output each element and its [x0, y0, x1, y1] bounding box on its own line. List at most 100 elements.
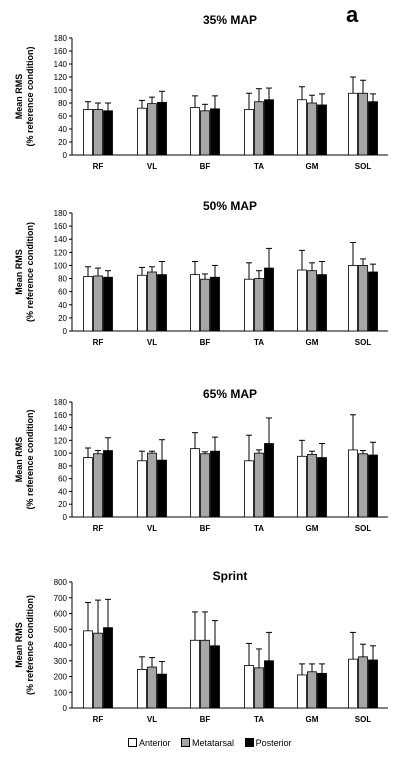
bar [368, 454, 378, 518]
y-tick-label: 0 [63, 151, 68, 160]
bar [254, 667, 264, 709]
bar [190, 639, 200, 709]
y-tick-label: 0 [63, 327, 68, 336]
x-tick-label: TA [254, 162, 264, 171]
x-tick-label: GM [306, 162, 319, 171]
y-axis-label: (% reference condition) [25, 595, 35, 695]
x-tick-label: RF [93, 162, 104, 171]
bar [157, 673, 167, 709]
bar [190, 274, 200, 332]
bar [358, 265, 368, 332]
bar [368, 659, 378, 709]
bar [200, 453, 210, 518]
y-tick-label: 100 [54, 86, 68, 95]
bar [83, 109, 93, 156]
x-tick-label: SOL [355, 338, 372, 347]
bar [254, 452, 264, 518]
bar [137, 460, 147, 518]
y-tick-label: 120 [54, 73, 68, 82]
y-tick-label: 60 [58, 288, 67, 297]
legend-item-anterior: Anterior [128, 738, 171, 748]
y-tick-label: 400 [54, 641, 68, 650]
bar [137, 669, 147, 709]
y-tick-label: 20 [58, 314, 67, 323]
bar [317, 457, 327, 518]
bar [244, 460, 254, 518]
bar [147, 452, 157, 518]
bar [157, 459, 167, 518]
y-tick-label: 0 [63, 513, 68, 522]
bar [264, 99, 274, 156]
y-tick-label: 300 [54, 657, 68, 666]
y-tick-label: 160 [54, 411, 68, 420]
x-tick-label: BF [200, 524, 211, 533]
legend-label-anterior: Anterior [139, 738, 171, 748]
legend: Anterior Metatarsal Posterior [128, 738, 300, 748]
bar [210, 108, 220, 156]
x-tick-label: SOL [355, 162, 372, 171]
bar [307, 453, 317, 518]
bar [348, 92, 358, 156]
legend-label-posterior: Posterior [255, 738, 292, 748]
bar [147, 666, 157, 709]
x-tick-label: SOL [355, 715, 372, 724]
x-tick-label: SOL [355, 524, 372, 533]
chart-title: 50% MAP [203, 199, 257, 213]
bar [244, 278, 254, 332]
x-tick-label: RF [93, 715, 104, 724]
x-tick-label: RF [93, 338, 104, 347]
y-axis-label: (% reference condition) [25, 46, 35, 146]
bar [307, 270, 317, 332]
y-tick-label: 120 [54, 436, 68, 445]
bar [190, 107, 200, 156]
bar [317, 274, 327, 332]
bar [244, 665, 254, 709]
bar [307, 671, 317, 709]
y-tick-label: 20 [58, 138, 67, 147]
bar [348, 265, 358, 332]
y-axis-label: Mean RMS [14, 437, 24, 483]
y-tick-label: 140 [54, 424, 68, 433]
y-axis-label: Mean RMS [14, 622, 24, 668]
x-tick-label: VL [147, 524, 157, 533]
x-tick-label: GM [306, 524, 319, 533]
legend-item-metatarsal: Metatarsal [181, 738, 234, 748]
bar [297, 455, 307, 518]
bar [137, 107, 147, 156]
y-tick-label: 140 [54, 60, 68, 69]
bar [200, 639, 210, 709]
y-tick-label: 180 [54, 209, 68, 218]
x-tick-label: TA [254, 715, 264, 724]
y-tick-label: 40 [58, 487, 67, 496]
x-tick-label: BF [200, 715, 211, 724]
legend-swatch-metatarsal [181, 738, 191, 747]
legend-item-posterior: Posterior [244, 738, 292, 748]
y-tick-label: 120 [54, 248, 68, 257]
y-tick-label: 180 [54, 34, 68, 43]
chart-panel: 50% MAP Mean RMS (% reference condition) 0 2… [14, 199, 388, 347]
bar [93, 275, 103, 332]
bar [358, 92, 368, 156]
y-tick-label: 80 [58, 462, 67, 471]
x-tick-label: BF [200, 162, 211, 171]
bar [137, 274, 147, 332]
y-axis-label: Mean RMS [14, 249, 24, 295]
bar [190, 448, 200, 518]
bar [93, 109, 103, 156]
chart-title: 35% MAP [203, 13, 257, 27]
bar [264, 660, 274, 709]
bar [368, 101, 378, 156]
bar [368, 271, 378, 332]
bar [210, 645, 220, 709]
bar [348, 658, 358, 709]
bar [297, 99, 307, 156]
bar [83, 457, 93, 518]
bar [297, 674, 307, 709]
x-tick-label: VL [147, 338, 157, 347]
bar [147, 271, 157, 332]
chart-panel: 65% MAP Mean RMS (% reference condition) 0 2… [14, 387, 388, 533]
chart-panel: Sprint Mean RMS (% reference condition) 0 10… [14, 569, 388, 724]
panel-label: a [346, 2, 359, 27]
y-tick-label: 40 [58, 125, 67, 134]
